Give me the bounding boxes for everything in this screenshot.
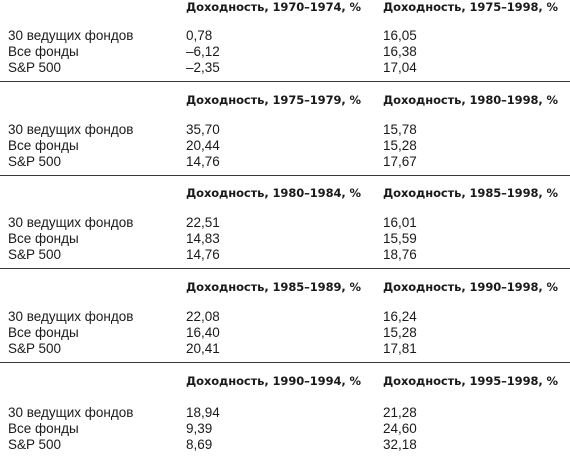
row-label: S&P 500 (8, 437, 62, 452)
following-return-value: 16,38 (383, 44, 417, 59)
table-row: S&P 500 14,76 18,76 (0, 246, 570, 263)
row-label: Все фонды (8, 325, 79, 340)
table-section-1975-1979: Доходность, 1975–1979, % Доходность, 198… (0, 93, 570, 181)
period-return-value: 16,40 (186, 325, 220, 340)
table-row: 30 ведущих фондов 35,70 15,78 (0, 121, 570, 138)
table-row: S&P 500 20,41 17,81 (0, 340, 570, 357)
period-return-value: 18,94 (186, 405, 220, 420)
column-header-period: Доходность, 1970–1974, % (186, 0, 361, 14)
row-label: Все фонды (8, 421, 79, 436)
column-header-following-period: Доходность, 1990–1998, % (383, 280, 558, 294)
following-return-value: 21,28 (383, 405, 417, 420)
table-row: Все фонды –6,12 16,38 (0, 43, 570, 60)
table-row: S&P 500 8,69 32,18 (0, 436, 570, 453)
period-return-value: 35,70 (186, 122, 220, 137)
column-header-following-period: Доходность, 1995–1998, % (383, 374, 558, 388)
following-return-value: 32,18 (383, 437, 417, 452)
table-row: Все фонды 9,39 24,60 (0, 420, 570, 437)
following-return-value: 16,24 (383, 309, 417, 324)
row-label: S&P 500 (8, 247, 62, 262)
table-row: 30 ведущих фондов 22,08 16,24 (0, 308, 570, 325)
table-row: S&P 500 14,76 17,67 (0, 153, 570, 170)
column-header-period: Доходность, 1980–1984, % (186, 186, 361, 200)
column-header-following-period: Доходность, 1975–1998, % (383, 0, 558, 14)
row-label: Все фонды (8, 231, 79, 246)
column-header-following-period: Доходность, 1985–1998, % (383, 186, 558, 200)
following-return-value: 15,59 (383, 231, 417, 246)
table-section-1990-1994: Доходность, 1990–1994, % Доходность, 199… (0, 374, 570, 462)
section-divider (0, 268, 570, 269)
column-header-period: Доходность, 1985–1989, % (186, 280, 361, 294)
following-return-value: 15,28 (383, 325, 417, 340)
period-return-value: 20,41 (186, 341, 220, 356)
period-return-value: 22,08 (186, 309, 220, 324)
period-return-value: 9,39 (186, 421, 213, 436)
table-section-1970-1974: Доходность, 1970–1974, % Доходность, 197… (0, 0, 570, 88)
table-row: 30 ведущих фондов 0,78 16,05 (0, 27, 570, 44)
period-return-value: 14,76 (186, 154, 220, 169)
period-return-value: –2,35 (186, 60, 220, 75)
table-section-1985-1989: Доходность, 1985–1989, % Доходность, 199… (0, 280, 570, 368)
period-return-value: 0,78 (186, 28, 213, 43)
row-label: S&P 500 (8, 154, 62, 169)
table-row: 30 ведущих фондов 22,51 16,01 (0, 214, 570, 231)
table-row: S&P 500 –2,35 17,04 (0, 59, 570, 76)
period-return-value: –6,12 (186, 44, 220, 59)
section-divider (0, 81, 570, 82)
row-label: Все фонды (8, 138, 79, 153)
table-row: Все фонды 20,44 15,28 (0, 137, 570, 154)
row-label: S&P 500 (8, 60, 62, 75)
column-header-following-period: Доходность, 1980–1998, % (383, 93, 558, 107)
row-label: 30 ведущих фондов (8, 405, 134, 420)
period-return-value: 20,44 (186, 138, 220, 153)
row-label: Все фонды (8, 44, 79, 59)
section-divider (0, 362, 570, 363)
row-label: 30 ведущих фондов (8, 309, 134, 324)
table-row: 30 ведущих фондов 18,94 21,28 (0, 404, 570, 421)
period-return-value: 22,51 (186, 215, 220, 230)
following-return-value: 24,60 (383, 421, 417, 436)
table-row: Все фонды 16,40 15,28 (0, 324, 570, 341)
following-return-value: 15,28 (383, 138, 417, 153)
table-section-1980-1984: Доходность, 1980–1984, % Доходность, 198… (0, 186, 570, 274)
row-label: 30 ведущих фондов (8, 28, 134, 43)
following-return-value: 16,01 (383, 215, 417, 230)
row-label: 30 ведущих фондов (8, 215, 134, 230)
period-return-value: 14,76 (186, 247, 220, 262)
column-header-period: Доходность, 1990–1994, % (186, 374, 361, 388)
period-return-value: 14,83 (186, 231, 220, 246)
table-row: Все фонды 14,83 15,59 (0, 230, 570, 247)
following-return-value: 17,67 (383, 154, 417, 169)
row-label: S&P 500 (8, 341, 62, 356)
following-return-value: 17,04 (383, 60, 417, 75)
following-return-value: 15,78 (383, 122, 417, 137)
period-return-value: 8,69 (186, 437, 213, 452)
following-return-value: 18,76 (383, 247, 417, 262)
following-return-value: 17,81 (383, 341, 417, 356)
following-return-value: 16,05 (383, 28, 417, 43)
column-header-period: Доходность, 1975–1979, % (186, 93, 361, 107)
section-divider (0, 175, 570, 176)
row-label: 30 ведущих фондов (8, 122, 134, 137)
